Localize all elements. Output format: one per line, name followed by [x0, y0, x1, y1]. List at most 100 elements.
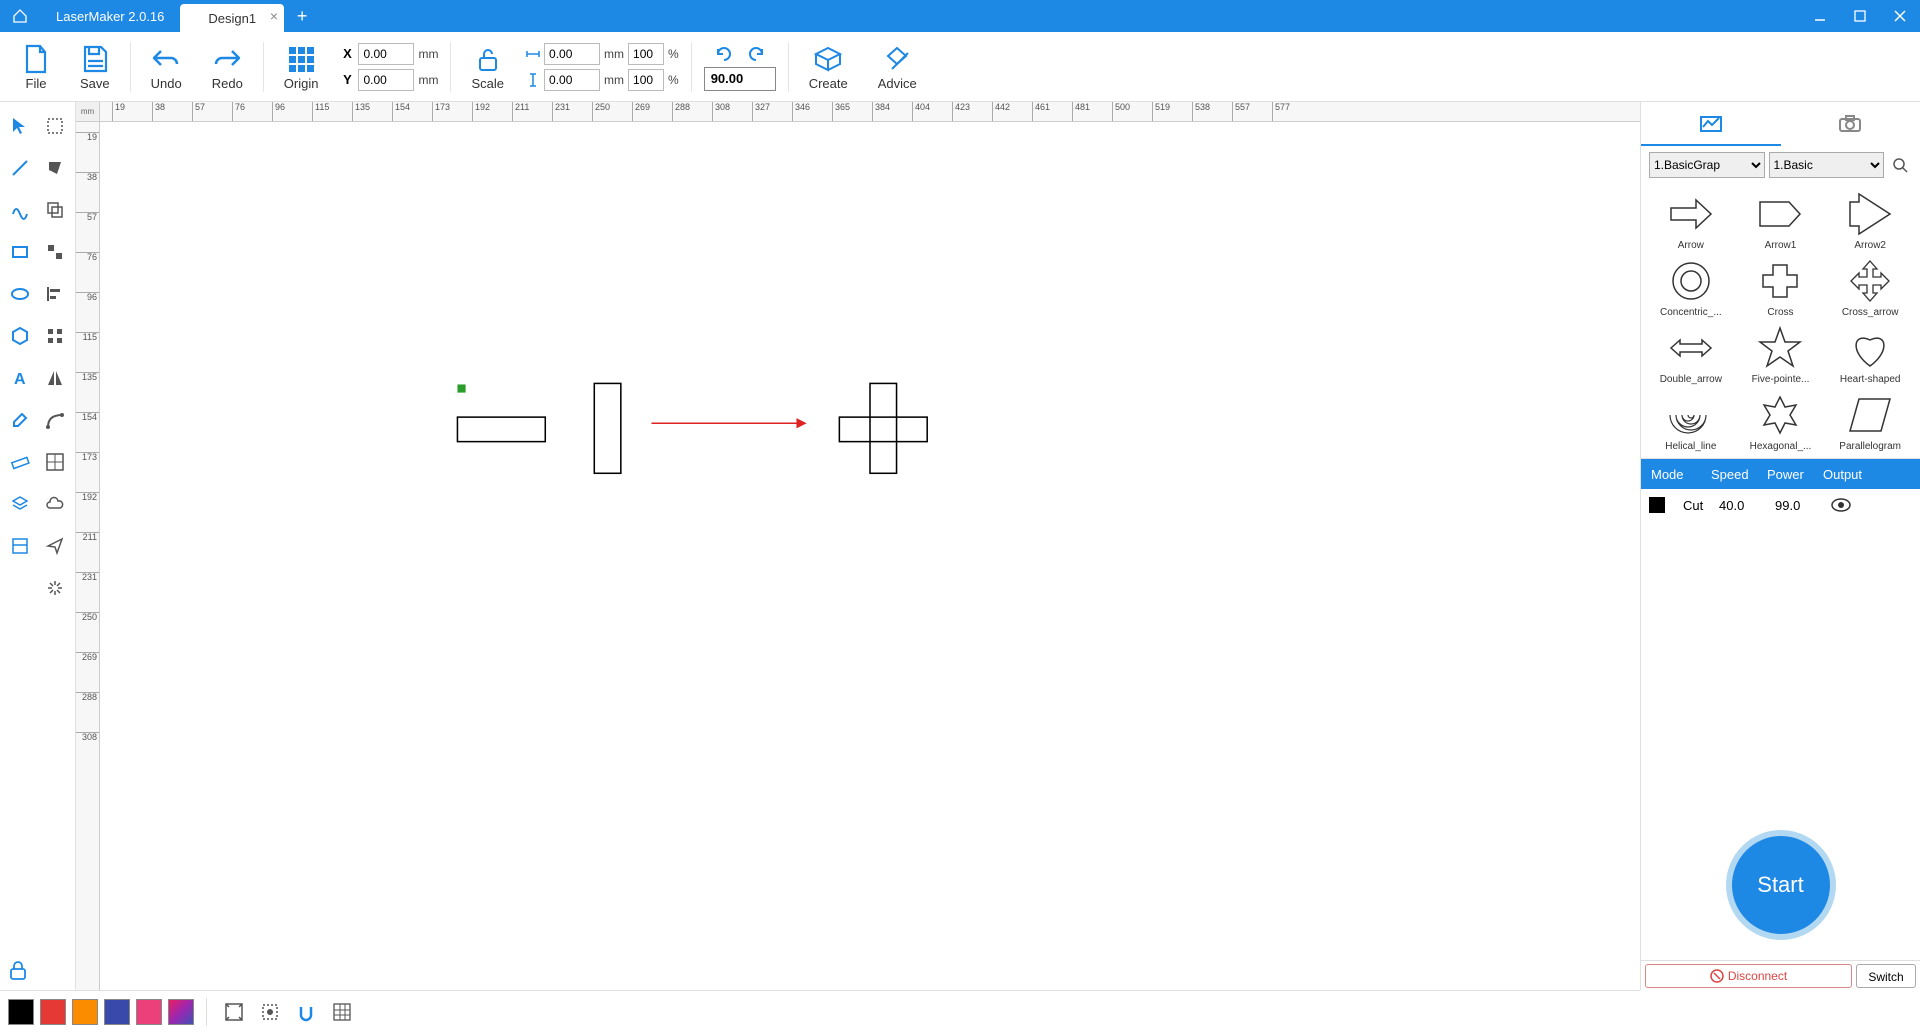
- mirror-tool[interactable]: [39, 358, 72, 398]
- height-pct-input[interactable]: [628, 69, 664, 91]
- tab-close-icon[interactable]: ×: [270, 8, 278, 24]
- shape-label: Heart-shaped: [1828, 374, 1912, 385]
- hexagon-tool[interactable]: [4, 316, 37, 356]
- save-button[interactable]: Save: [66, 38, 124, 95]
- category-1-select[interactable]: 1.BasicGrap: [1649, 152, 1765, 178]
- new-tab-button[interactable]: +: [288, 6, 316, 27]
- layers-tool[interactable]: [4, 484, 37, 524]
- select-tool[interactable]: [4, 106, 37, 146]
- marquee-tool[interactable]: [39, 106, 72, 146]
- burst-tool[interactable]: [39, 568, 72, 608]
- width-input[interactable]: [544, 43, 600, 65]
- canvas-rect[interactable]: [870, 383, 897, 473]
- start-button[interactable]: Start: [1726, 830, 1836, 940]
- search-icon[interactable]: [1888, 153, 1912, 177]
- polygon-fill-tool[interactable]: [39, 148, 72, 188]
- line-tool[interactable]: [4, 148, 37, 188]
- shape-thumb-icon: [1840, 190, 1900, 238]
- duplicate-tool[interactable]: [39, 190, 72, 230]
- shape-item[interactable]: Arrow: [1649, 190, 1733, 251]
- canvas-rect[interactable]: [457, 417, 545, 442]
- advice-button[interactable]: Advice: [864, 38, 931, 95]
- origin-button[interactable]: Origin: [270, 38, 333, 95]
- shape-item[interactable]: Hexagonal_...: [1739, 391, 1823, 452]
- h-unit: mm: [604, 73, 624, 87]
- maximize-button[interactable]: [1840, 0, 1880, 32]
- eraser-tool[interactable]: [4, 400, 37, 440]
- layer-speed: 40.0: [1709, 498, 1765, 513]
- align-left-tool[interactable]: [39, 274, 72, 314]
- category-2-select[interactable]: 1.Basic: [1769, 152, 1885, 178]
- ruler-v-tick: 250: [76, 612, 99, 622]
- shape-item[interactable]: Arrow1: [1739, 190, 1823, 251]
- shape-label: Helical_line: [1649, 441, 1733, 452]
- scale-button[interactable]: Scale: [457, 38, 518, 95]
- disconnect-button[interactable]: Disconnect: [1645, 964, 1852, 988]
- file-button[interactable]: File: [8, 38, 64, 95]
- height-input[interactable]: [544, 69, 600, 91]
- x-input[interactable]: [358, 43, 414, 65]
- cloud-tool[interactable]: [39, 484, 72, 524]
- shape-item[interactable]: Arrow2: [1828, 190, 1912, 251]
- shape-thumb-icon: [1750, 190, 1810, 238]
- text-tool[interactable]: A: [4, 358, 37, 398]
- color-swatch[interactable]: [136, 999, 162, 1025]
- ruler-unit: mm: [76, 102, 100, 122]
- redo-button[interactable]: Redo: [198, 38, 257, 95]
- switch-button[interactable]: Switch: [1856, 964, 1916, 988]
- ellipse-tool[interactable]: [4, 274, 37, 314]
- undo-button[interactable]: Undo: [137, 38, 196, 95]
- rotation-input[interactable]: [704, 67, 776, 91]
- hdr-power: Power: [1757, 467, 1813, 482]
- ruler-h-tick: 96: [272, 102, 285, 121]
- minimize-button[interactable]: [1800, 0, 1840, 32]
- redo-label: Redo: [212, 76, 243, 91]
- shape-item[interactable]: Concentric_...: [1649, 257, 1733, 318]
- curve-tool[interactable]: [4, 190, 37, 230]
- export-tool[interactable]: [4, 526, 37, 566]
- fit-icon[interactable]: [219, 997, 249, 1027]
- array-tool[interactable]: [39, 442, 72, 482]
- y-input[interactable]: [358, 69, 414, 91]
- canvas-rect[interactable]: [839, 417, 927, 442]
- path-tool[interactable]: [39, 400, 72, 440]
- canvas[interactable]: [100, 122, 1640, 990]
- svg-text:A: A: [14, 371, 26, 388]
- shape-item[interactable]: Helical_line: [1649, 391, 1733, 452]
- tab-design1[interactable]: Design1 ×: [180, 4, 284, 32]
- measure-tool[interactable]: [4, 442, 37, 482]
- grid-toggle-icon[interactable]: [327, 997, 357, 1027]
- shape-item[interactable]: Cross_arrow: [1828, 257, 1912, 318]
- zoom-icon[interactable]: [255, 997, 285, 1027]
- visibility-icon[interactable]: [1821, 498, 1920, 512]
- ruler-v-tick: 288: [76, 692, 99, 702]
- group-tool[interactable]: [39, 232, 72, 272]
- shape-item[interactable]: Cross: [1739, 257, 1823, 318]
- color-swatch[interactable]: [8, 999, 34, 1025]
- shape-item[interactable]: Double_arrow: [1649, 324, 1733, 385]
- shape-item[interactable]: Five-pointe...: [1739, 324, 1823, 385]
- color-swatch[interactable]: [72, 999, 98, 1025]
- color-swatch[interactable]: [40, 999, 66, 1025]
- snap-icon[interactable]: [291, 997, 321, 1027]
- color-swatch-gradient[interactable]: [168, 999, 194, 1025]
- rotate-ccw-icon[interactable]: [713, 43, 735, 65]
- rect-tool[interactable]: [4, 232, 37, 272]
- canvas-rect[interactable]: [594, 383, 621, 473]
- shapes-tab[interactable]: [1641, 102, 1781, 146]
- tab-label: Design1: [208, 11, 256, 26]
- width-pct-input[interactable]: [628, 43, 664, 65]
- home-button[interactable]: [0, 8, 40, 24]
- pencil-diamond-icon: [882, 42, 912, 76]
- close-button[interactable]: [1880, 0, 1920, 32]
- send-tool[interactable]: [39, 526, 72, 566]
- layer-row[interactable]: Cut 40.0 99.0: [1641, 489, 1920, 521]
- create-button[interactable]: Create: [795, 38, 862, 95]
- shape-item[interactable]: Heart-shaped: [1828, 324, 1912, 385]
- camera-tab[interactable]: [1781, 102, 1920, 146]
- shape-item[interactable]: Parallelogram: [1828, 391, 1912, 452]
- rotate-cw-icon[interactable]: [745, 43, 767, 65]
- lock-button[interactable]: [6, 958, 30, 982]
- grid-tool[interactable]: [39, 316, 72, 356]
- color-swatch[interactable]: [104, 999, 130, 1025]
